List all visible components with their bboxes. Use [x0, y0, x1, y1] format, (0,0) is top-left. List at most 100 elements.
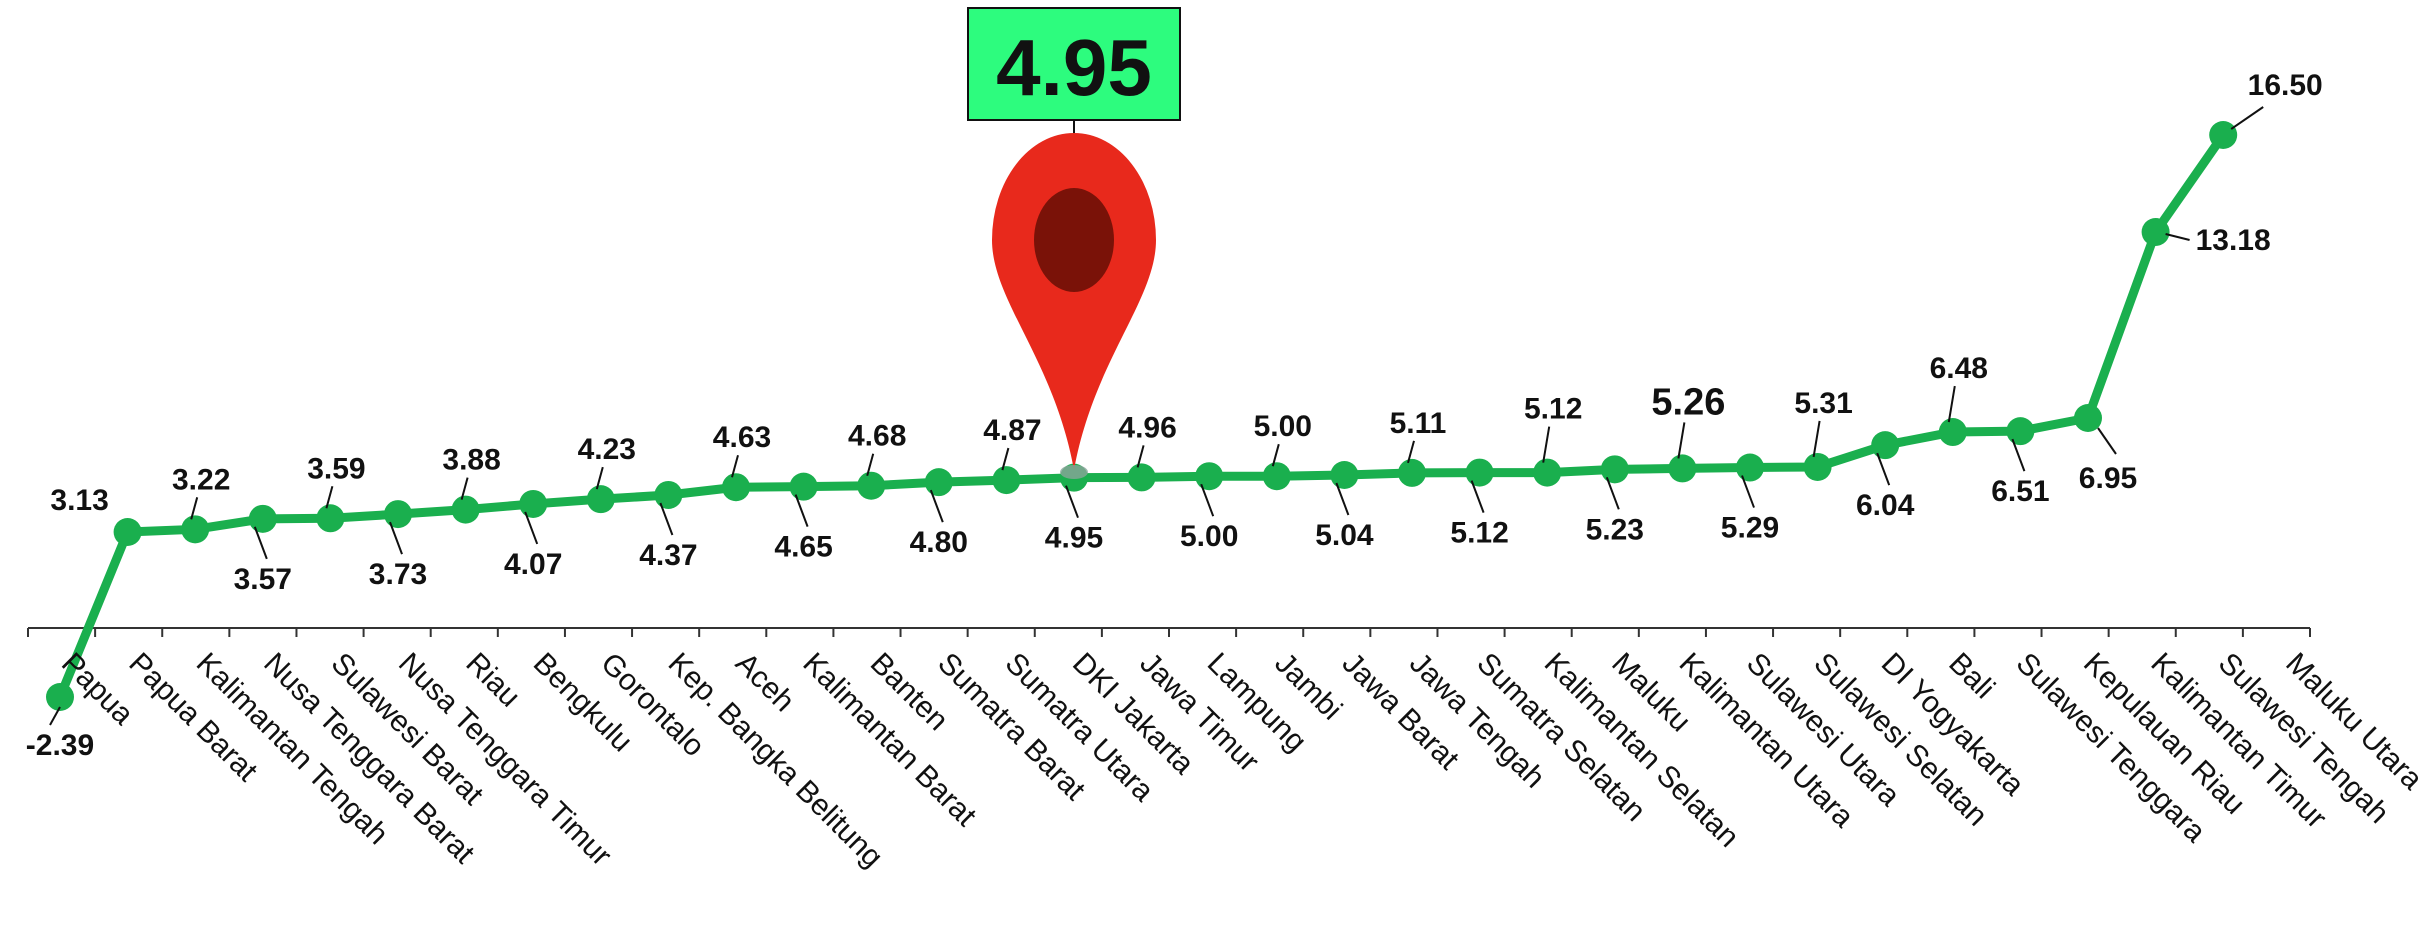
pin-shadow: [1060, 465, 1088, 479]
leader-line: [2165, 233, 2190, 241]
leader-line: [1065, 485, 1079, 519]
data-label: 5.04: [1315, 519, 1374, 552]
data-point: [654, 480, 683, 509]
leader-line: [1200, 483, 1215, 517]
data-point: [1803, 452, 1832, 481]
data-point: [1600, 455, 1629, 484]
data-points: [46, 121, 2238, 711]
data-label: 4.68: [848, 420, 906, 453]
leader-line: [1470, 480, 1485, 513]
leader-line: [253, 526, 268, 560]
data-label: 3.13: [50, 484, 108, 517]
data-point: [857, 471, 886, 500]
leader-line: [929, 489, 944, 523]
leader-line: [731, 454, 739, 478]
data-point: [2141, 218, 2170, 246]
highlight-box: [967, 7, 1181, 121]
leader-line: [190, 497, 199, 520]
leader-line: [866, 453, 875, 477]
data-labels: -2.39 3.13 3.22 3.57 3.59 3.73 3.88 4.07 4.23 4.3…: [26, 69, 2323, 762]
data-point: [1668, 454, 1697, 483]
data-point: [1330, 461, 1359, 489]
data-label: 3.57: [234, 563, 292, 596]
location-pin-icon: [992, 133, 1156, 470]
data-point: [1736, 453, 1764, 482]
data-label: 4.23: [578, 433, 636, 466]
data-point: [248, 504, 277, 533]
data-point: [1465, 458, 1494, 487]
data-point: [1398, 458, 1426, 487]
data-point: [2006, 417, 2035, 446]
leader-line: [2097, 427, 2117, 455]
leader-line: [325, 486, 334, 509]
leader-line: [1876, 452, 1891, 486]
data-label: 4.87: [983, 414, 1041, 447]
data-point: [1533, 458, 1562, 487]
data-point: [519, 489, 548, 518]
leader-line: [49, 706, 61, 726]
data-label: 6.95: [2079, 462, 2137, 495]
data-label: 5.12: [1450, 517, 1508, 550]
data-label: 5.29: [1721, 512, 1779, 545]
data-point: [2074, 404, 2102, 432]
location-pin-hole: [1034, 188, 1114, 292]
data-label: 5.31: [1794, 387, 1852, 420]
data-point: [1127, 463, 1156, 492]
leader-line: [389, 521, 403, 555]
data-point: [1262, 462, 1291, 491]
data-label: 4.63: [713, 421, 771, 454]
data-label: 4.96: [1118, 411, 1176, 444]
leader-line: [1741, 475, 1755, 508]
data-point: [316, 504, 345, 533]
data-label: 5.11: [1390, 407, 1447, 440]
data-label: 5.12: [1524, 393, 1582, 426]
leader-line: [524, 511, 539, 545]
data-label: 3.59: [307, 452, 365, 485]
data-label: 6.48: [1930, 352, 1988, 385]
data-point: [586, 485, 615, 514]
leader-line: [1271, 443, 1280, 467]
data-point: [451, 495, 480, 524]
leader-line: [794, 494, 809, 527]
data-point: [722, 473, 750, 502]
data-point: [46, 683, 74, 711]
leader-line: [595, 466, 604, 490]
leader-line: [2230, 106, 2264, 130]
leader-line: [1407, 440, 1415, 464]
data-label: 3.88: [442, 444, 500, 477]
category-label: Bali: [1942, 647, 2001, 706]
highlight-callout: 4.95: [967, 7, 1181, 479]
data-label: 4.80: [910, 526, 968, 559]
data-point: [1195, 462, 1224, 491]
data-label: 4.07: [504, 548, 562, 581]
data-label: 5.23: [1586, 513, 1644, 546]
leader-line: [1605, 476, 1620, 510]
data-label: 4.95: [1045, 522, 1103, 555]
data-point: [924, 468, 953, 497]
leader-line: [1542, 426, 1551, 463]
data-label: 6.51: [1991, 475, 2049, 508]
data-label: 4.37: [639, 539, 697, 572]
data-label: 13.18: [2196, 224, 2271, 257]
data-point: [992, 466, 1021, 495]
x-axis: [27, 627, 2311, 637]
leader-line: [460, 477, 469, 500]
leader-line: [1136, 445, 1145, 468]
leader-line: [659, 502, 674, 536]
leader-line: [1677, 422, 1686, 459]
data-point: [1871, 431, 1900, 460]
data-label: 3.22: [172, 463, 230, 496]
data-label: 4.65: [774, 531, 832, 564]
data-point: [2209, 121, 2238, 149]
data-point: [181, 515, 210, 544]
highlight-value: 4.95: [996, 23, 1152, 112]
data-label: 16.50: [2248, 69, 2323, 102]
data-label: 6.04: [1856, 489, 1915, 522]
leader-line: [1001, 447, 1010, 471]
data-point: [789, 472, 818, 501]
data-point: [384, 500, 412, 529]
data-label: 5.26: [1651, 381, 1725, 423]
leader-line: [1812, 420, 1821, 458]
